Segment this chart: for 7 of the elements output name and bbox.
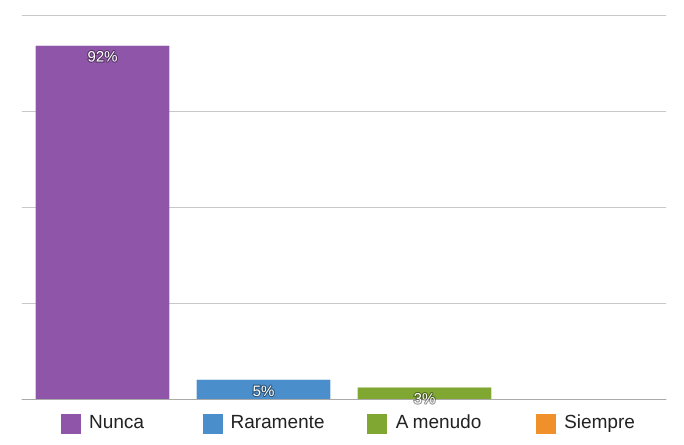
x-tick-label: A menudo [396,412,482,433]
data-label: 3% [414,390,436,408]
data-label: 92% [87,48,118,66]
data-label: 5% [252,382,274,400]
x-tick-label: Raramente [230,412,324,433]
x-tick-label: Siempre [564,412,635,433]
x-tick-label: Nunca [89,412,144,433]
